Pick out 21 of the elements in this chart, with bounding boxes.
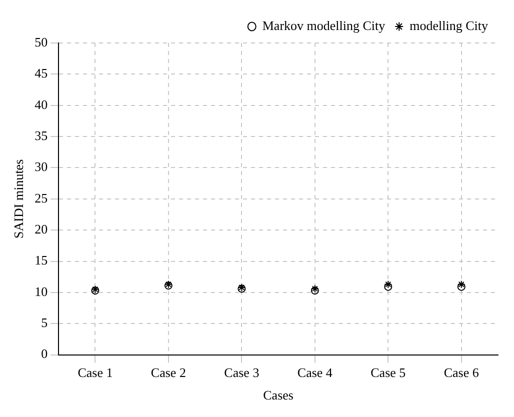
y-axis-title: SAIDI minutes <box>11 159 26 238</box>
y-tick-label: 35 <box>34 128 48 143</box>
y-tick-label: 30 <box>34 159 48 174</box>
legend-label: Markov modelling City <box>262 18 386 33</box>
y-tick-label: 20 <box>34 222 48 236</box>
y-tick-label: 0 <box>41 346 48 362</box>
x-tick-label: Case 4 <box>297 365 333 380</box>
y-tick-label: 25 <box>34 190 48 206</box>
y-tick-label: 15 <box>34 252 48 268</box>
x-tick-label: Case 5 <box>370 365 406 380</box>
y-tick-label: 45 <box>34 66 48 81</box>
x-axis-title: Cases <box>263 388 294 403</box>
y-tick-label: 5 <box>41 315 48 330</box>
y-tick-label: 50 <box>34 34 48 50</box>
legend-label: modelling City <box>410 18 488 33</box>
y-tick-label: 10 <box>34 284 48 299</box>
x-tick-label: Case 1 <box>78 365 113 380</box>
x-tick-label: Case 2 <box>150 365 186 380</box>
y-tick-label: 40 <box>34 96 48 112</box>
x-tick-label: Case 3 <box>224 365 260 380</box>
x-tick-label: Case 6 <box>444 365 480 380</box>
